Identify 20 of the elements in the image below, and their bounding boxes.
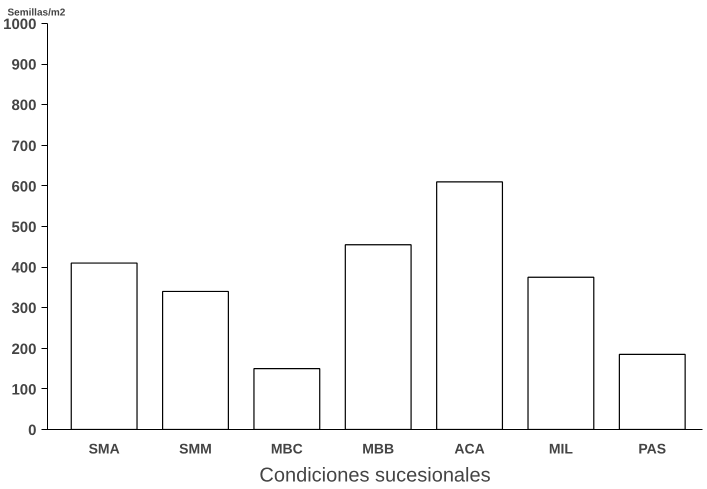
x-tick-label: MBB <box>362 440 394 456</box>
y-tick-label: 200 <box>11 340 37 358</box>
x-tick-label: MIL <box>548 440 574 456</box>
y-tick-label: 400 <box>11 260 37 277</box>
y-tick-label: 100 <box>11 381 37 398</box>
x-axis-title: Condiciones sucesionales <box>259 464 491 486</box>
x-tick-label: ACA <box>454 440 485 456</box>
y-tick-label: 700 <box>11 138 37 155</box>
y-tick-label: 800 <box>11 97 37 114</box>
x-tick-label: MBC <box>270 440 303 456</box>
y-tick-label: 500 <box>11 219 37 236</box>
y-tick-label: 0 <box>28 422 36 439</box>
x-tick-label: SMM <box>179 440 212 456</box>
y-axis-title: Semillas/m2 <box>8 8 66 18</box>
y-tick-label: 300 <box>11 300 37 318</box>
y-tick-label: 600 <box>11 178 37 196</box>
x-tick-label: SMA <box>88 440 120 456</box>
y-tick-label: 1000 <box>3 16 37 33</box>
x-tick-label: PAS <box>638 440 666 456</box>
y-tick-label: 900 <box>11 56 37 74</box>
